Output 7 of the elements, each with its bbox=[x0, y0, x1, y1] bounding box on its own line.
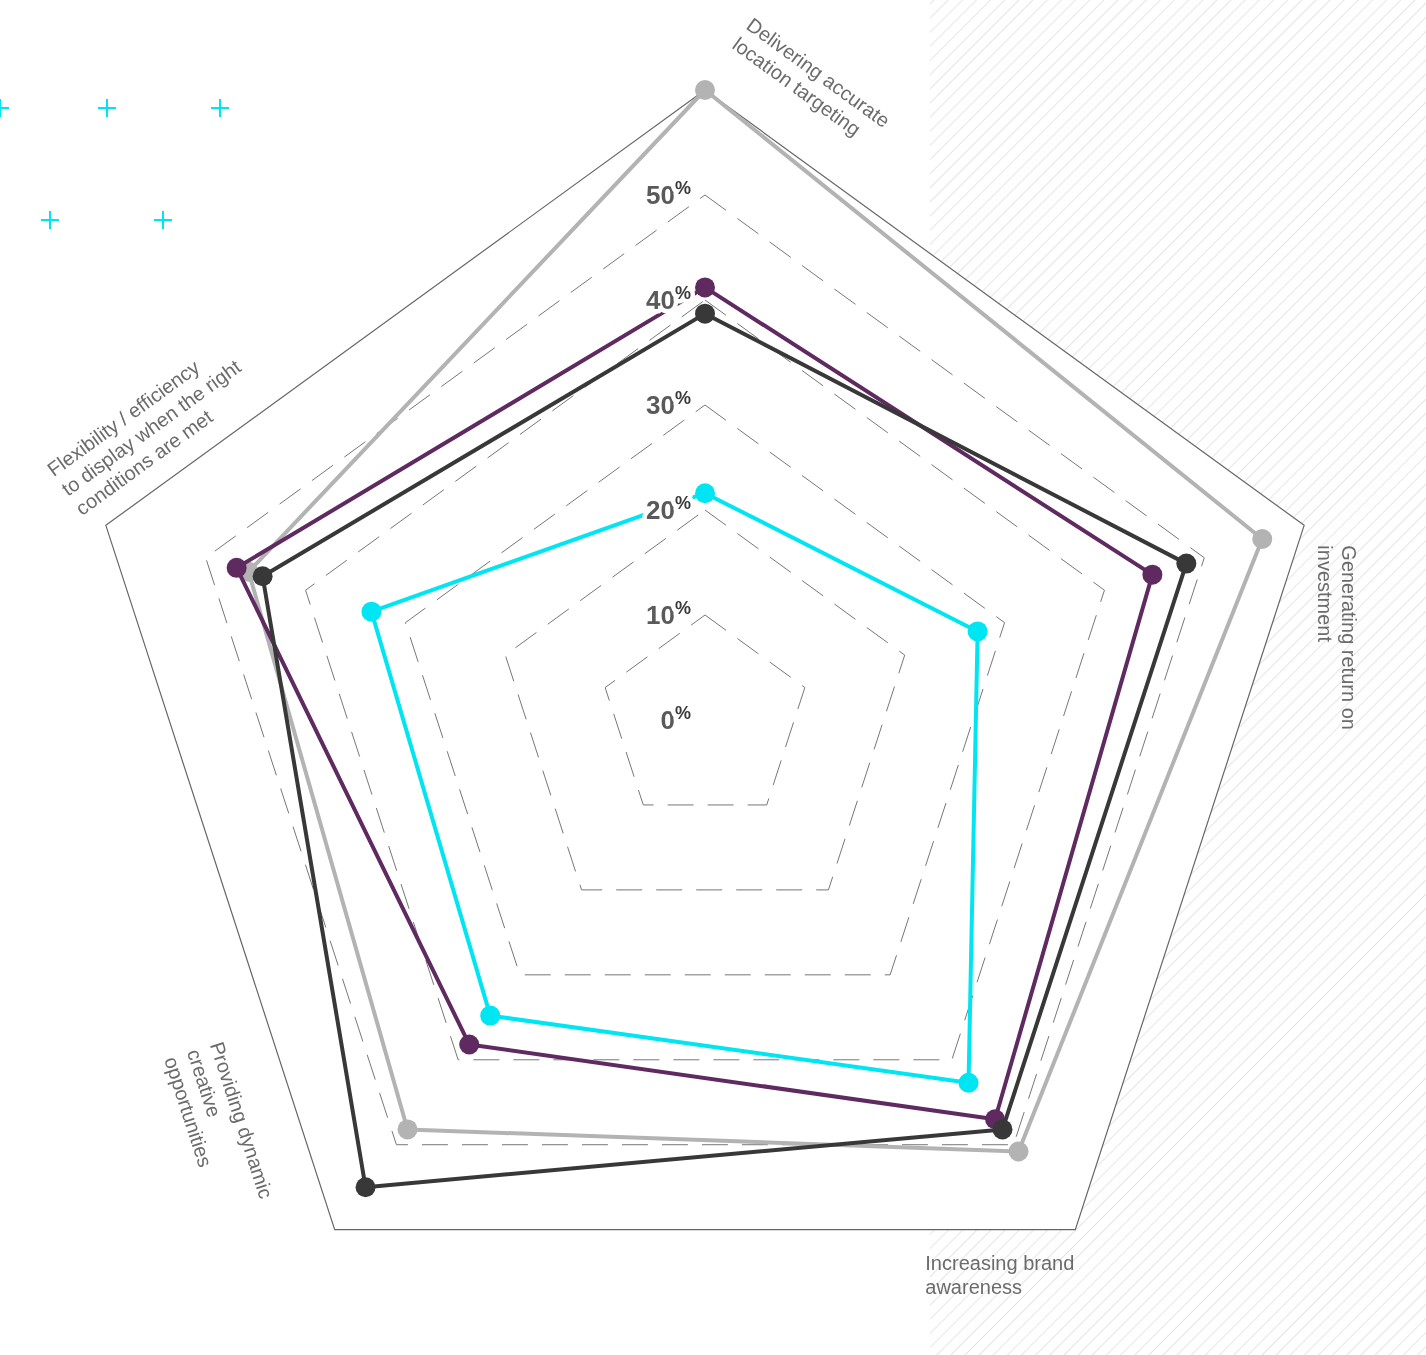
y-tick-label: 50$^{%}$ bbox=[646, 178, 691, 211]
spoke-label: Increasing brand awareness bbox=[925, 1251, 1075, 1298]
y-tick-label: 30$^{%}$ bbox=[646, 388, 691, 421]
y-tick-label: 40$^{%}$ bbox=[646, 283, 691, 316]
y-tick-label: 0$^{%}$ bbox=[660, 703, 691, 736]
spoke-label: Generating return on investment bbox=[1314, 545, 1361, 730]
y-tick-label: 10$^{%}$ bbox=[646, 598, 691, 631]
